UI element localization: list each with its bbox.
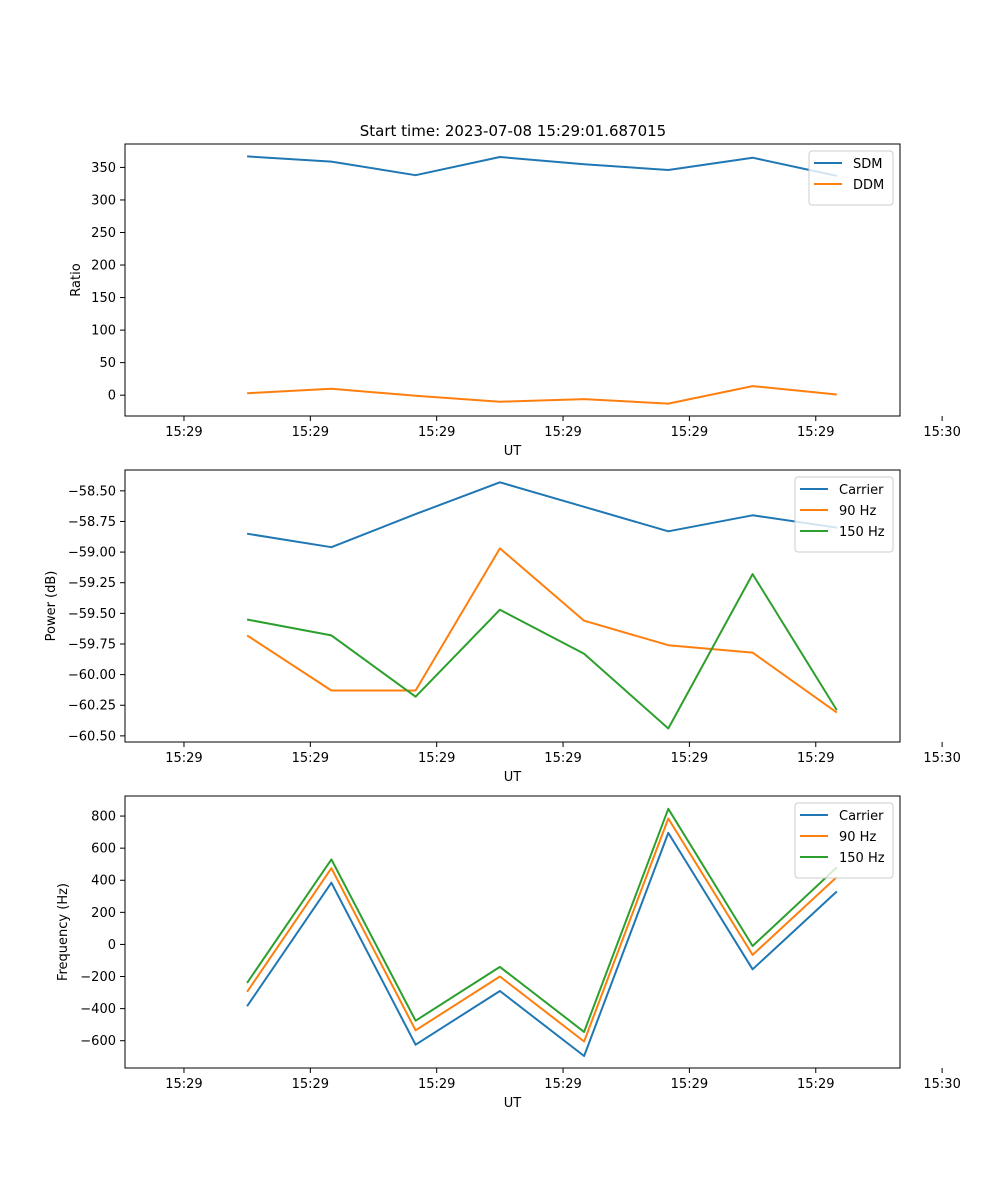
- panel-2-series-90-hz-line: [246, 547, 838, 714]
- panel-3-y-tick-label: −400: [80, 1002, 116, 1017]
- panel-3-x-axis-label: UT: [504, 1096, 522, 1111]
- panel-1-y-tick-label: 0: [108, 389, 116, 404]
- panel-1-x-tick-label: 15:29: [544, 425, 581, 440]
- panel-3-y-tick-label: 800: [91, 810, 116, 825]
- panel-2-x-tick-label: 15:29: [797, 751, 834, 766]
- panel-2: 15:29 15:29 15:29 15:29 15:29 15:29 15:30 −60.5…: [44, 469, 961, 785]
- panel-3-series-150-hz-line: [246, 807, 838, 1033]
- panel-2-legend-box: [794, 476, 894, 553]
- panel-3-series-90-hz-line: [246, 817, 838, 1043]
- panel-3-x-tick-label: 15:29: [165, 1077, 202, 1092]
- panel-1-y-tick-label: 300: [91, 193, 116, 208]
- panel-2-y-tick-label: −58.75: [68, 515, 116, 530]
- panel-2-x-tick-label: 15:29: [165, 751, 202, 766]
- panel-1-x-tick-label: 15:29: [671, 425, 708, 440]
- panel-1-x-tick-label: 15:29: [797, 425, 834, 440]
- panel-1-y-tick-label: 50: [99, 356, 116, 371]
- panel-3-x-tick-label: 15:29: [292, 1077, 329, 1092]
- panel-1-series-sdm-line: [247, 155, 838, 177]
- panel-1-legend-label-ddm: DDM: [853, 178, 884, 193]
- panel-3-y-tick-label: −600: [80, 1034, 116, 1049]
- panel-1-x-axis-label: UT: [504, 444, 522, 459]
- panel-3-legend-box: [794, 802, 894, 879]
- panel-2-x-tick-label: 15:30: [923, 751, 960, 766]
- panel-1-x-tick-label: 15:30: [923, 425, 960, 440]
- panel-1-y-tick-label: 150: [91, 291, 116, 306]
- panel-2-x-tick-label: 15:29: [671, 751, 708, 766]
- panel-3-legend: Carrier 90 Hz 150 Hz: [794, 802, 894, 879]
- panel-2-x-tick-label: 15:29: [544, 751, 581, 766]
- panel-3: 15:29 15:29 15:29 15:29 15:29 15:29 15:30 −600 −…: [56, 795, 961, 1111]
- panel-1: 15:29 15:29 15:29 15:29 15:29 15:29 15:30 0 50 10…: [69, 143, 961, 459]
- panel-2-y-tick-label: −59.25: [68, 576, 116, 591]
- figure-title: Start time: 2023-07-08 15:29:01.687015: [360, 122, 666, 140]
- panel-1-y-tick-label: 250: [91, 226, 116, 241]
- panel-3-x-tick-label: 15:29: [418, 1077, 455, 1092]
- panel-2-y-tick-label: −60.00: [68, 668, 116, 683]
- panel-3-y-tick-label: 600: [91, 842, 116, 857]
- panel-2-y-tick-label: −60.25: [68, 699, 116, 714]
- panel-3-x-tick-label: 15:29: [544, 1077, 581, 1092]
- panel-2-series-carrier-line: [246, 481, 837, 549]
- panel-1-series-ddm-line: [247, 385, 837, 405]
- panel-3-x-tick-label: 15:29: [797, 1077, 834, 1092]
- panel-3-y-tick-label: 0: [108, 938, 116, 953]
- panel-1-x-tick-label: 15:29: [165, 425, 202, 440]
- panel-1-x-tick-label: 15:29: [418, 425, 455, 440]
- panel-2-legend: Carrier 90 Hz 150 Hz: [794, 476, 894, 553]
- panel-2-legend-label-carrier: Carrier: [839, 483, 884, 498]
- panel-3-series-carrier-line: [246, 831, 838, 1057]
- panel-1-y-axis-label: Ratio: [69, 263, 84, 296]
- panel-1-y-tick-label: 350: [91, 161, 116, 176]
- panel-2-y-axis-label: Power (dB): [44, 571, 59, 642]
- panel-1-plot-frame: [124, 143, 901, 417]
- panel-1-legend-label-sdm: SDM: [853, 157, 882, 172]
- panel-2-legend-label-90-hz: 90 Hz: [839, 504, 876, 519]
- panel-3-y-tick-label: −200: [80, 970, 116, 985]
- panel-3-x-tick-label: 15:29: [671, 1077, 708, 1092]
- panel-2-y-tick-label: −60.50: [68, 729, 116, 744]
- panel-2-y-tick-label: −58.50: [68, 484, 116, 499]
- panel-2-x-axis-label: UT: [504, 770, 522, 785]
- panel-2-legend-label-150-hz: 150 Hz: [839, 525, 885, 540]
- panel-3-legend-label-150-hz: 150 Hz: [839, 851, 885, 866]
- panel-3-y-tick-label: 200: [91, 906, 116, 921]
- panel-1-y-tick-label: 100: [91, 324, 116, 339]
- panel-2-y-tick-label: −59.00: [68, 546, 116, 561]
- panel-1-y-tick-label: 200: [91, 259, 116, 274]
- panel-3-plot-frame: [124, 795, 901, 1069]
- panel-3-x-tick-label: 15:30: [923, 1077, 960, 1092]
- panel-3-y-axis-label: Frequency (Hz): [56, 883, 71, 981]
- panel-1-legend-box: [808, 150, 894, 206]
- panel-2-y-tick-label: −59.50: [68, 607, 116, 622]
- panel-2-x-tick-label: 15:29: [292, 751, 329, 766]
- panel-2-plot-frame: [124, 469, 901, 743]
- panel-1-x-tick-label: 15:29: [292, 425, 329, 440]
- panel-3-y-tick-label: 400: [91, 874, 116, 889]
- panel-1-legend: SDM DDM: [808, 150, 894, 206]
- panel-3-legend-label-carrier: Carrier: [839, 809, 884, 824]
- panel-2-x-tick-label: 15:29: [418, 751, 455, 766]
- panel-2-y-tick-label: −59.75: [68, 637, 116, 652]
- panel-2-series-150-hz-line: [246, 573, 838, 730]
- panel-3-legend-label-90-hz: 90 Hz: [839, 830, 876, 845]
